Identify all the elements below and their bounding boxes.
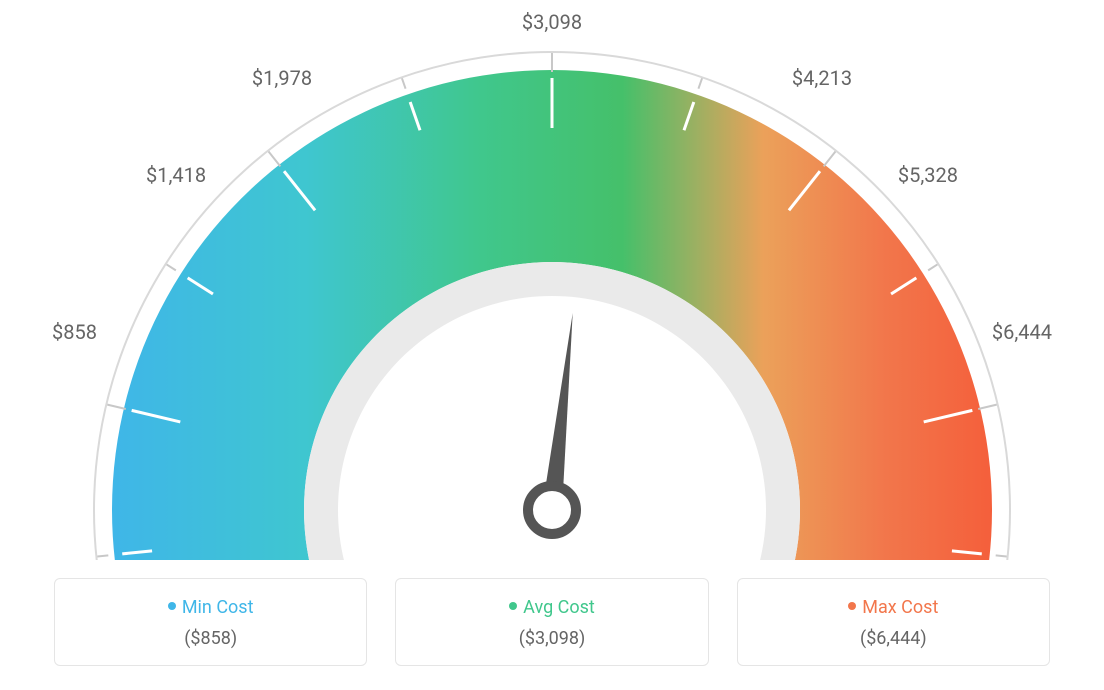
legend-avg-title: Avg Cost xyxy=(406,597,697,618)
gauge-tick-label: $4,213 xyxy=(792,66,852,90)
legend-avg-card: Avg Cost ($3,098) xyxy=(395,578,708,666)
legend-min-title: Min Cost xyxy=(65,597,356,618)
legend-min-card: Min Cost ($858) xyxy=(54,578,367,666)
legend-max-title: Max Cost xyxy=(748,597,1039,618)
legend-avg-label: Avg Cost xyxy=(523,597,595,618)
gauge-tick-label: $5,328 xyxy=(898,163,958,187)
gauge-tick-label: $3,098 xyxy=(522,10,582,34)
legend-min-value: ($858) xyxy=(65,628,356,649)
legend-max-dot xyxy=(848,602,856,610)
legend-avg-value: ($3,098) xyxy=(406,628,697,649)
legend-max-value: ($6,444) xyxy=(748,628,1039,649)
gauge-tick-label: $1,978 xyxy=(252,66,312,90)
legend-min-dot xyxy=(168,602,176,610)
legend-min-label: Min Cost xyxy=(182,597,254,618)
legend-avg-dot xyxy=(509,602,517,610)
legend-max-card: Max Cost ($6,444) xyxy=(737,578,1050,666)
legend-max-label: Max Cost xyxy=(862,597,938,618)
gauge-tick-label: $858 xyxy=(52,320,97,344)
gauge-tick-label: $6,444 xyxy=(992,320,1052,344)
cost-gauge: $858 $1,418 $1,978 $3,098 $4,213 $5,328 $6,444 xyxy=(0,0,1104,560)
legend-row: Min Cost ($858) Avg Cost ($3,098) Max Co… xyxy=(54,578,1050,666)
gauge-tick-label: $1,418 xyxy=(146,163,206,187)
